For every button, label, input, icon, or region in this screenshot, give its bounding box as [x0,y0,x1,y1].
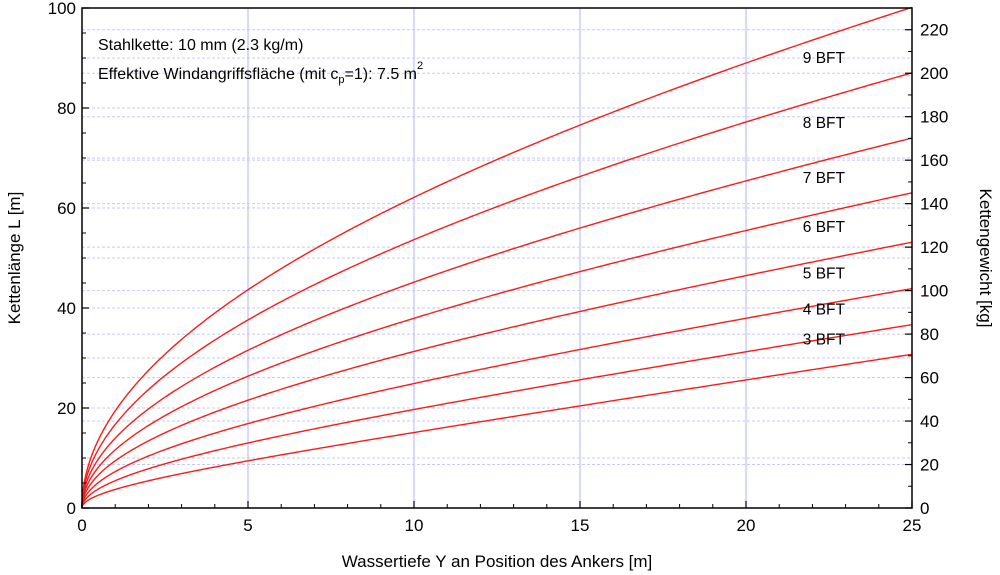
annotation-line-2-mid: =1): 7.5 m [345,66,417,83]
series-line [81,6,913,509]
y2-tick-label: 220 [920,21,948,40]
x-tick-label: 10 [405,516,424,535]
y2-tick-label: 160 [920,151,948,170]
series-label: 5 BFT [803,266,846,283]
axis-ticks: 0 5 10 15 20 25020406080100020406080100120140… [48,0,949,535]
y2-tick-label: 60 [920,369,939,388]
series-labels: 3 BFT 4 BFT 5 BFT 6 BFT 7 BFT 8 BFT 9 BFT 10 BF… [794,0,845,348]
series-line [81,192,913,509]
series-curves [81,6,913,509]
y2-tick-label: 120 [920,238,948,257]
grid-lines [82,8,912,508]
series-line [81,241,913,509]
x-axis-title: Wassertiefe Y an Position des Ankers [m] [342,552,653,571]
series-label: 8 BFT [803,115,846,132]
annotation-superscript: 2 [417,60,423,72]
x-tick-label: 0 [77,516,86,535]
y-tick-label: 40 [57,299,76,318]
y-axis-title: Kettenlänge L [m] [5,192,24,325]
x-tick-label: 20 [737,516,756,535]
y2-axis-title: Kettengewicht [kg] [976,189,995,328]
y2-tick-label: 40 [920,412,939,431]
y-tick-label: 100 [48,0,76,18]
annotation-line-1: Stahlkette: 10 mm (2.3 kg/m) [98,37,303,54]
y2-tick-label: 100 [920,282,948,301]
y2-tick-label: 80 [920,325,939,344]
x-tick-label: 25 [903,516,922,535]
series-label: 6 BFT [803,219,846,236]
series-label: 7 BFT [803,170,846,187]
x-tick-label: 5 [243,516,252,535]
y2-tick-label: 140 [920,195,948,214]
annotation-line-2: Effektive Windangriffsfläche (mit cp=1):… [98,60,423,86]
series-label: 10 BFT [794,0,845,1]
annotation-line-2-prefix: Effektive Windangriffsfläche (mit c [98,66,338,83]
annotation: Stahlkette: 10 mm (2.3 kg/m) Effektive W… [98,37,423,86]
y-tick-label: 0 [67,499,76,518]
series-line [81,287,913,509]
series-label: 4 BFT [803,302,846,319]
y-tick-label: 60 [57,199,76,218]
y2-tick-label: 20 [920,456,939,475]
series-label: 3 BFT [803,331,846,348]
annotation-subscript: p [338,74,344,86]
series-label: 9 BFT [803,50,846,67]
y2-tick-label: 0 [920,499,929,518]
y-tick-label: 20 [57,399,76,418]
series-line [81,323,913,509]
x-tick-label: 15 [571,516,590,535]
series-line [81,137,913,509]
series-line [81,72,913,509]
y2-tick-label: 200 [920,64,948,83]
series-line [81,353,913,509]
y2-tick-label: 180 [920,108,948,127]
y-tick-label: 80 [57,99,76,118]
